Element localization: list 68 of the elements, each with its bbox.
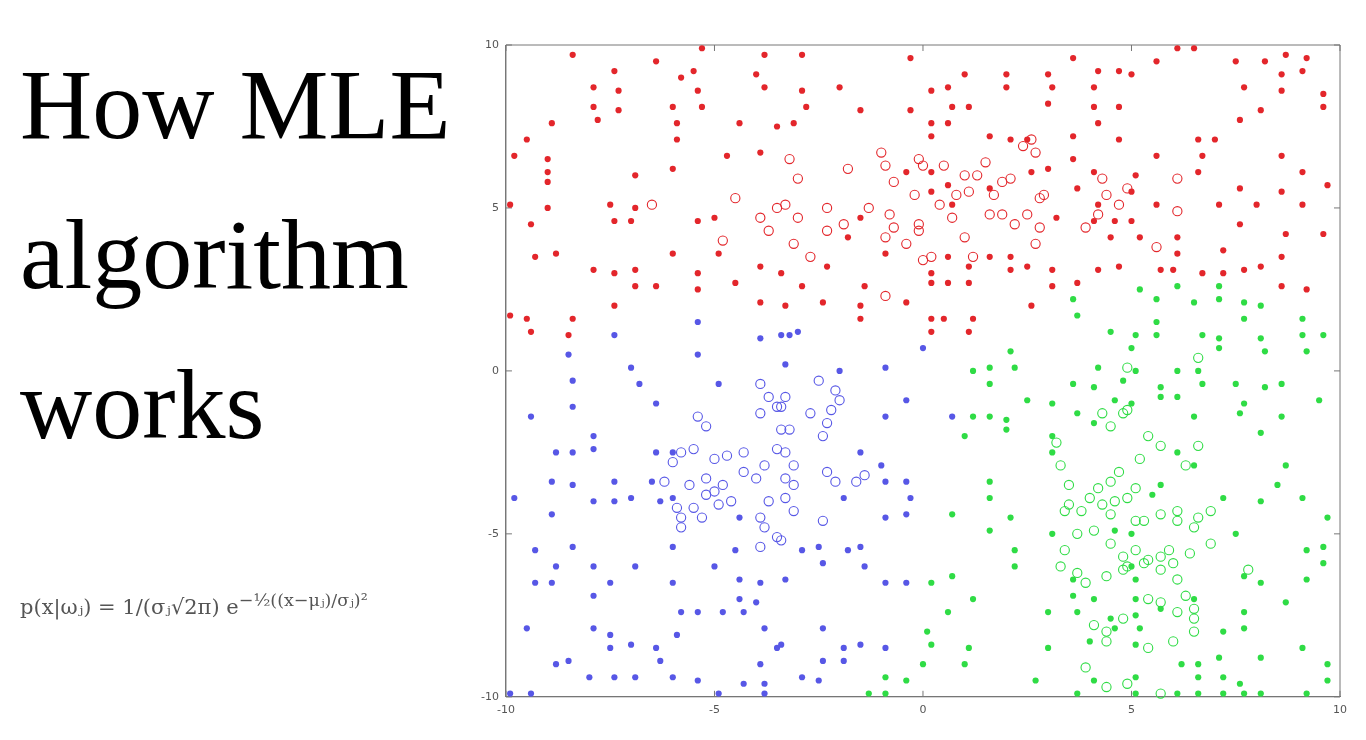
point <box>738 466 749 478</box>
point <box>700 421 712 432</box>
x-tick-label: 10 <box>1333 703 1347 717</box>
point <box>755 378 766 390</box>
text: p(x|ωⱼ) = 1/(σⱼ√2π) e$^{−½((x−μⱼ)/σⱼ)²}$ <box>20 589 368 622</box>
point <box>675 522 687 533</box>
point <box>692 411 703 422</box>
point <box>821 466 833 478</box>
point <box>696 512 708 523</box>
point <box>721 450 733 461</box>
point <box>717 479 728 491</box>
point <box>675 447 687 458</box>
point <box>759 460 770 471</box>
point <box>851 476 862 487</box>
point <box>826 404 837 416</box>
y-tick-label: 0 <box>491 363 499 377</box>
text: How MLE algorithm works <box>20 48 452 462</box>
point <box>788 479 799 491</box>
point <box>771 531 783 543</box>
point <box>709 486 720 497</box>
point <box>763 391 774 403</box>
point <box>671 502 683 513</box>
point <box>817 515 829 526</box>
y-tick-label: 10 <box>484 37 499 51</box>
x-tick-label: 5 <box>1127 703 1135 717</box>
point <box>738 447 749 458</box>
point <box>771 401 783 412</box>
y-tick-label: -10 <box>481 689 499 703</box>
point <box>784 424 795 435</box>
point <box>780 447 791 458</box>
y-tick-label: -5 <box>488 526 499 540</box>
point <box>830 476 841 487</box>
point <box>763 496 774 507</box>
point <box>780 391 791 403</box>
point <box>805 408 816 419</box>
point <box>859 470 870 481</box>
point <box>709 453 720 465</box>
point <box>667 457 678 468</box>
point <box>659 476 670 487</box>
point <box>834 395 845 406</box>
point <box>780 492 791 504</box>
point <box>755 541 766 553</box>
point <box>751 473 762 484</box>
point <box>726 496 737 507</box>
x-tick-label: 0 <box>919 703 927 717</box>
point <box>771 443 783 455</box>
point <box>700 489 712 500</box>
point <box>821 417 833 429</box>
point <box>688 502 699 513</box>
point <box>788 505 799 517</box>
point <box>776 401 787 412</box>
point <box>688 443 699 455</box>
point <box>713 499 724 510</box>
point <box>780 473 791 484</box>
point <box>830 385 841 396</box>
point <box>684 479 695 491</box>
x-tick-label: -5 <box>708 703 720 717</box>
point <box>759 522 770 533</box>
point <box>776 424 787 435</box>
point <box>755 408 766 419</box>
y-tick-label: 5 <box>491 200 499 214</box>
point <box>817 430 829 442</box>
point <box>755 512 766 523</box>
point <box>700 473 712 484</box>
point <box>776 535 787 546</box>
point <box>813 375 824 386</box>
point <box>675 512 687 523</box>
point <box>788 460 799 471</box>
